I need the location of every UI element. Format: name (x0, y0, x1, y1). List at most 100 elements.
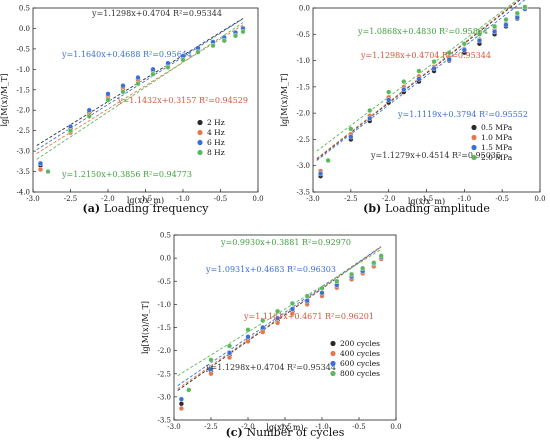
data-point (317, 171, 324, 177)
data-point (334, 278, 340, 284)
data-point (349, 271, 355, 277)
data-point (304, 298, 310, 304)
data-point (275, 320, 281, 326)
x-tick-label: -1.5 (420, 195, 434, 203)
data-point (401, 78, 407, 85)
y-tick-label: -3.0 (17, 148, 31, 156)
data-point (245, 334, 251, 340)
x-tick-label: -0.5 (495, 195, 509, 203)
data-point (208, 371, 214, 377)
caption-letter: (b) (363, 202, 385, 215)
data-point (360, 265, 366, 271)
data-point (289, 300, 296, 307)
data-point (67, 128, 74, 134)
x-tick-label: -3.0 (167, 423, 181, 431)
data-point (260, 329, 266, 335)
fit-line-2 (177, 246, 382, 390)
data-point (120, 83, 126, 89)
y-tick-label: -2.5 (158, 370, 172, 378)
caption-text: Loading amplitude (385, 202, 490, 215)
y-tick-label: -3.5 (17, 168, 31, 176)
data-point (186, 387, 192, 393)
fit-equation-1: y=1.1298x+0.4704 R²=0.95344 (91, 9, 222, 18)
legend-marker (197, 129, 203, 136)
x-tick-label: -2.0 (241, 423, 255, 431)
data-point (446, 50, 452, 56)
x-tick-label: -2.0 (382, 195, 396, 203)
legend-label: 4 Hz (207, 128, 225, 137)
y-tick-label: -0.5 (158, 278, 172, 286)
data-point (431, 65, 437, 72)
data-point (165, 64, 171, 70)
data-point (348, 134, 354, 140)
legend-marker (197, 149, 203, 156)
x-tick-label: -1.5 (278, 423, 292, 431)
y-tick-label: 0.0 (160, 255, 171, 263)
data-point (240, 29, 246, 35)
y-tick-label: -1.0 (297, 57, 311, 65)
panel-caption: (b) Loading amplitude (363, 202, 490, 215)
y-tick-label: -3.5 (158, 417, 172, 425)
x-axis-label: lg(x/x_m) (266, 423, 303, 432)
data-point (431, 59, 437, 65)
data-point (86, 107, 92, 113)
y-tick-label: 0.5 (160, 232, 171, 240)
chart-panel-1: -3.0 -2.5 -2.0 -1.5 -1.0 -0.5 0.0 -4.0 -3.5 -3.0 -… (0, 5, 264, 216)
x-axis-label: lg(x/x_m) (408, 197, 445, 206)
data-point (210, 43, 216, 49)
data-point (514, 10, 520, 16)
x-tick-label: -2.0 (101, 195, 115, 203)
x-tick-label: -1.5 (139, 195, 153, 203)
x-tick-label: -3.0 (306, 195, 320, 203)
data-point (503, 22, 509, 28)
fit-equation-3: y=1.1119x+0.3794 R²=0.95552 (397, 110, 528, 119)
data-point (105, 91, 111, 97)
data-point (195, 49, 201, 55)
data-point (461, 47, 467, 53)
y-tick-label: 0.0 (299, 5, 310, 13)
data-point (492, 29, 498, 35)
y-tick-label: -1.0 (17, 66, 31, 74)
x-tick-label: 0.0 (534, 195, 545, 203)
x-tick-label: -0.5 (352, 423, 366, 431)
data-point (105, 97, 111, 103)
y-tick-label: -0.5 (297, 31, 311, 39)
data-point (245, 327, 251, 333)
data-point (325, 157, 331, 164)
x-tick-label: -2.5 (344, 195, 358, 203)
data-point (446, 56, 452, 63)
data-point (37, 166, 44, 173)
y-tick-label: 0.0 (19, 25, 30, 33)
y-tick-label: -4.0 (17, 189, 31, 197)
panel-caption: (a) Loading frequency (83, 202, 210, 215)
y-tick-label: -1.5 (297, 83, 311, 91)
fit-equation-2: y=1.1298x+0.4704 R²=0.95344 (360, 51, 491, 60)
fit-equation-4: y=1.0868x+0.4830 R²=0.95864 (357, 27, 488, 36)
x-tick-label: 0.0 (252, 195, 263, 203)
legend-label: 600 cycles (340, 359, 380, 368)
legend-marker (330, 370, 336, 377)
data-point (135, 74, 141, 81)
y-tick-label: -1.5 (17, 86, 31, 94)
fit-line-4 (36, 22, 244, 160)
data-point (367, 115, 373, 122)
data-point (245, 338, 251, 344)
data-point (120, 89, 126, 95)
data-point (232, 33, 239, 39)
caption-text: Loading frequency (104, 202, 209, 215)
data-point (275, 315, 281, 321)
x-tick-label: 0.0 (390, 423, 401, 431)
x-tick-label: -1.0 (176, 195, 190, 203)
data-point (378, 253, 384, 259)
fit-equation-4: y=0.9930x+0.3881 R²=0.92970 (220, 238, 351, 247)
data-point (86, 113, 92, 119)
legend-label: 1.0 MPa (481, 133, 513, 142)
x-tick-label: -3.0 (26, 195, 40, 203)
legend-label: 200 cycles (340, 339, 380, 348)
data-point (304, 293, 310, 299)
y-axis-label: lg[M(x)/M_T] (280, 73, 289, 126)
chart-panel-3: -3.0 -2.5 -2.0 -1.5 -1.0 -0.5 0.0-3.5-3.0-2.5-… (141, 232, 402, 440)
data-point (386, 89, 392, 95)
caption-letter: (a) (83, 202, 104, 215)
data-point (416, 68, 422, 74)
